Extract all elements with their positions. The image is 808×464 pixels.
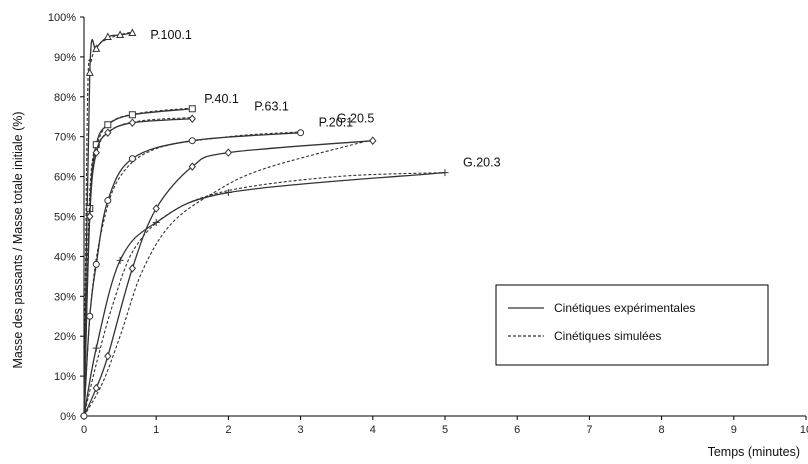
x-tick-label: 9 [731, 424, 737, 436]
y-tick-label: 70% [54, 132, 76, 144]
series-line-experimental [84, 133, 301, 416]
x-tick-label: 8 [659, 424, 665, 436]
y-tick-label: 80% [54, 92, 76, 104]
data-point-diamond [225, 149, 231, 156]
series-label: P.63.1 [254, 100, 289, 114]
legend-box [496, 285, 768, 365]
x-axis-title: Temps (minutes) [708, 445, 800, 459]
data-point-triangle [87, 69, 93, 75]
data-point-circle [93, 261, 99, 267]
series-p-40-1 [84, 106, 195, 416]
data-point-circle [129, 156, 135, 162]
data-point-plus [442, 169, 449, 176]
y-tick-label: 40% [54, 251, 76, 263]
x-tick-label: 6 [514, 424, 520, 436]
legend: Cinétiques expérimentales Cinétiques sim… [496, 285, 768, 365]
data-point-diamond [189, 115, 195, 122]
series-label: P.40.1 [204, 92, 239, 106]
y-tick-label: 90% [54, 52, 76, 64]
y-axis-title: Masse des passants / Masse totale initia… [11, 111, 25, 368]
data-point-diamond [370, 137, 376, 144]
series-line-experimental [84, 119, 192, 416]
data-point-circle [189, 138, 195, 144]
y-tick-label: 0% [60, 411, 76, 423]
data-point-diamond [93, 385, 99, 392]
y-tick-label: 30% [54, 291, 76, 303]
y-ticks: 0% 10% 20% 30% 40% 50% 60% 70% 80% 90% 100% [48, 12, 84, 423]
y-tick-label: 10% [54, 371, 76, 383]
y-tick-label: 60% [54, 172, 76, 184]
series-line-simulated [84, 173, 445, 416]
data-point-plus [93, 345, 100, 352]
origin-point [81, 413, 87, 419]
y-tick-label: 20% [54, 331, 76, 343]
series-p-63-1 [84, 115, 195, 416]
x-tick-label: 5 [442, 424, 448, 436]
data-point-diamond [105, 353, 111, 360]
series-label: G.20.5 [337, 112, 375, 126]
data-point-diamond [129, 119, 135, 126]
data-point-square [189, 106, 195, 112]
data-point-square [105, 122, 111, 128]
data-point-plus [117, 257, 124, 264]
x-tick-label: 3 [298, 424, 304, 436]
data-point-circle [298, 130, 304, 136]
x-tick-label: 10 [800, 424, 808, 436]
y-tick-label: 100% [48, 12, 76, 24]
x-ticks: 0 1 2 3 4 5 6 7 8 9 10 [81, 416, 808, 436]
series-g-20-3 [84, 169, 449, 416]
data-point-square [129, 112, 135, 118]
data-point-circle [87, 313, 93, 319]
legend-label-experimental: Cinétiques expérimentales [554, 301, 695, 315]
x-tick-label: 1 [153, 424, 159, 436]
series-g-20-5 [84, 137, 376, 416]
data-point-diamond [129, 265, 135, 272]
series-layer [81, 29, 449, 419]
series-line-experimental [84, 173, 445, 416]
series-line-simulated [84, 132, 301, 416]
series-label: G.20.3 [463, 156, 501, 170]
legend-label-simulated: Cinétiques simulées [554, 329, 661, 343]
x-tick-label: 7 [586, 424, 592, 436]
x-tick-label: 4 [370, 424, 376, 436]
x-tick-label: 2 [225, 424, 231, 436]
x-tick-label: 0 [81, 424, 87, 436]
series-line-simulated [84, 108, 192, 416]
series-line-simulated [84, 139, 373, 416]
series-label: P.100.1 [150, 28, 192, 42]
series-p-20-1 [84, 130, 304, 416]
series-line-simulated [84, 118, 192, 416]
data-point-circle [105, 198, 111, 204]
y-tick-label: 50% [54, 212, 76, 224]
series-labels: P.100.1P.40.1P.63.1P.20.1G.20.5G.20.3 [150, 28, 500, 170]
